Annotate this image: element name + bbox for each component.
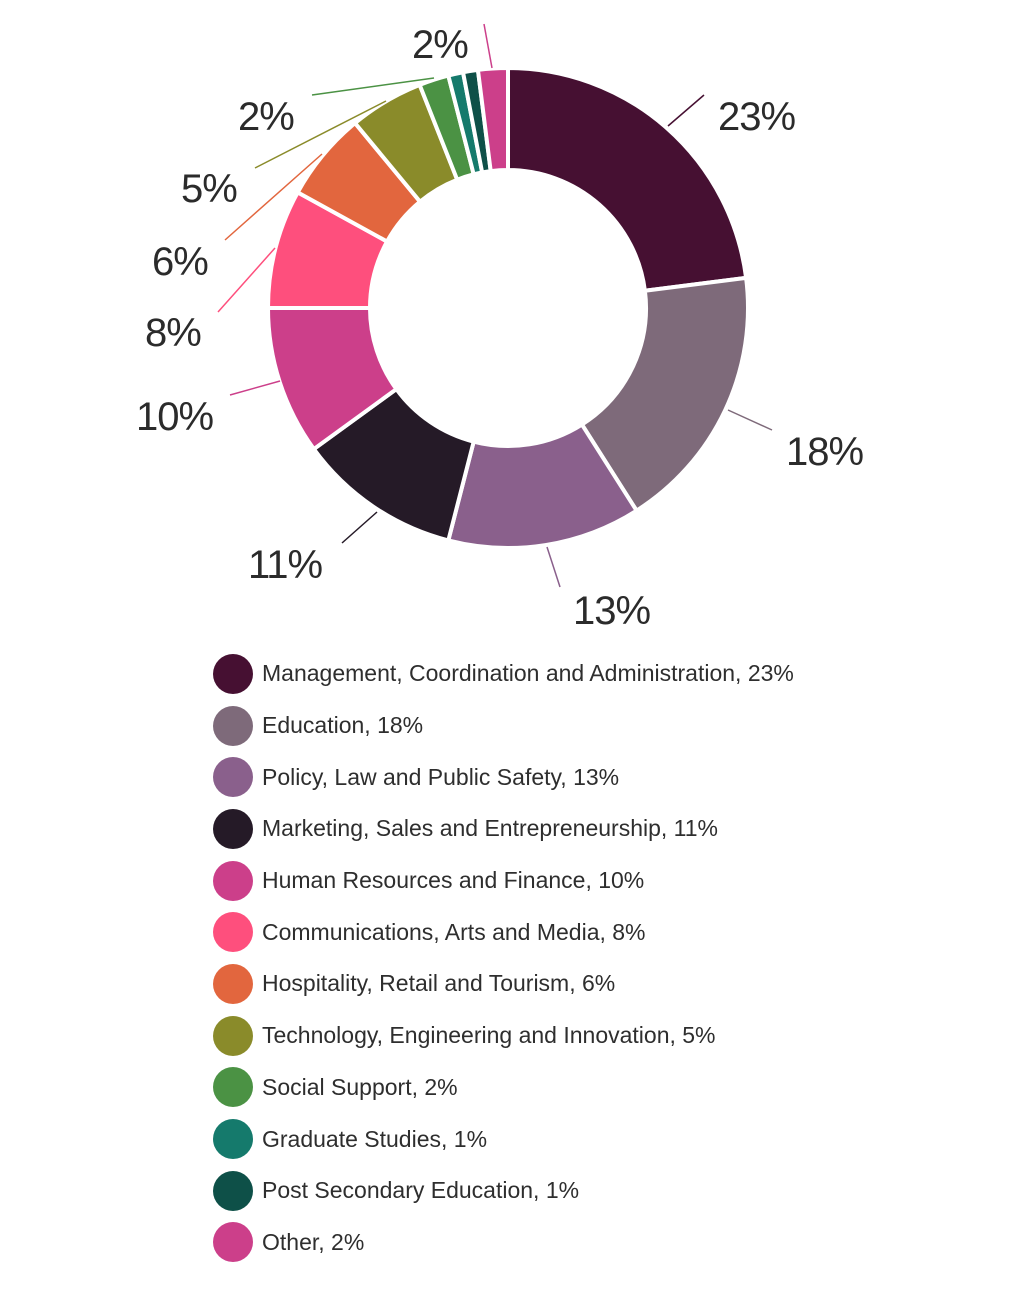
legend-swatch xyxy=(213,1170,253,1211)
legend-swatch xyxy=(213,963,253,1004)
percent-label: 10% xyxy=(136,395,213,439)
legend-label: Social Support, 2% xyxy=(262,1073,458,1100)
leader-line xyxy=(483,23,493,69)
legend-item: Human Resources and Finance, 10% xyxy=(213,855,973,907)
leader-lines-layer xyxy=(217,23,773,588)
legend-label: Other, 2% xyxy=(262,1228,365,1255)
leader-line xyxy=(229,380,281,396)
donut-slice-education xyxy=(579,275,750,514)
legend-item: Hospitality, Retail and Tourism, 6% xyxy=(213,958,973,1010)
donut-slice-management-coordination-and-administration xyxy=(506,65,749,293)
percent-label: 11% xyxy=(248,543,323,587)
legend: Management, Coordination and Administrat… xyxy=(213,648,973,1268)
leader-line xyxy=(311,77,435,96)
percent-labels-layer: 23%18%13%11%10%8%6%5%2%2% xyxy=(136,23,864,633)
legend-label: Marketing, Sales and Entrepreneurship, 1… xyxy=(262,815,719,842)
legend-label: Human Resources and Finance, 10% xyxy=(262,867,645,894)
donut-chart: 23%18%13%11%10%8%6%5%2%2% xyxy=(136,23,864,633)
leader-line xyxy=(667,94,705,127)
percent-label: 2% xyxy=(412,23,468,67)
legend-swatch xyxy=(213,653,253,694)
legend-item: Technology, Engineering and Innovation, … xyxy=(213,1010,973,1062)
leader-line xyxy=(254,100,387,169)
leader-line xyxy=(341,511,378,544)
legend-item: Social Support, 2% xyxy=(213,1062,973,1114)
legend-swatch xyxy=(213,1119,253,1160)
legend-item: Post Secondary Education, 1% xyxy=(213,1165,973,1217)
legend-item: Other, 2% xyxy=(213,1217,973,1269)
legend-label: Hospitality, Retail and Tourism, 6% xyxy=(262,970,616,997)
legend-item: Policy, Law and Public Safety, 13% xyxy=(213,751,973,803)
legend-label: Policy, Law and Public Safety, 13% xyxy=(262,763,620,790)
legend-item: Communications, Arts and Media, 8% xyxy=(213,906,973,958)
legend-swatch xyxy=(213,705,253,746)
legend-swatch xyxy=(213,912,253,953)
percent-label: 18% xyxy=(786,430,863,474)
percent-label: 13% xyxy=(573,589,650,633)
donut-slice-other xyxy=(475,65,510,174)
legend-swatch xyxy=(213,1015,253,1056)
legend-swatch xyxy=(213,1222,253,1263)
legend-swatch xyxy=(213,808,253,849)
legend-swatch xyxy=(213,757,253,798)
legend-item: Management, Coordination and Administrat… xyxy=(213,648,973,700)
percent-label: 23% xyxy=(718,95,795,139)
legend-label: Management, Coordination and Administrat… xyxy=(262,660,794,687)
legend-item: Marketing, Sales and Entrepreneurship, 1… xyxy=(213,803,973,855)
legend-label: Communications, Arts and Media, 8% xyxy=(262,918,646,945)
legend-item: Graduate Studies, 1% xyxy=(213,1113,973,1165)
legend-label: Technology, Engineering and Innovation, … xyxy=(262,1022,716,1049)
legend-label: Education, 18% xyxy=(262,712,424,739)
legend-item: Education, 18% xyxy=(213,700,973,752)
legend-swatch xyxy=(213,1067,253,1108)
percent-label: 8% xyxy=(145,311,201,355)
leader-line xyxy=(546,546,561,588)
legend-label: Post Secondary Education, 1% xyxy=(262,1177,580,1204)
percent-label: 5% xyxy=(181,167,237,211)
slices-layer xyxy=(265,65,750,550)
leader-line xyxy=(224,153,323,241)
leader-line xyxy=(727,409,773,431)
leader-line xyxy=(217,247,276,313)
percent-label: 2% xyxy=(238,95,294,139)
legend-swatch xyxy=(213,860,253,901)
legend-label: Graduate Studies, 1% xyxy=(262,1125,488,1152)
percent-label: 6% xyxy=(152,240,208,284)
